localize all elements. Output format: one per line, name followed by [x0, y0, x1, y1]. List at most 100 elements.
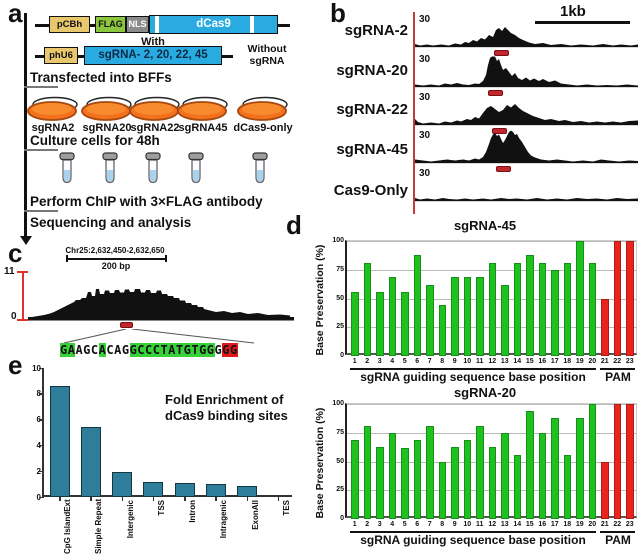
x-tick-mark	[277, 497, 280, 501]
y-tick-label: 0	[340, 515, 344, 522]
x-tick-label: 4	[390, 521, 395, 528]
y-tick-label: 2	[27, 467, 41, 476]
x-tick-label: 10	[463, 358, 472, 365]
x-tick-label: 18	[563, 358, 572, 365]
x-tick-label: 6	[415, 358, 420, 365]
bound-site-marker	[494, 50, 509, 56]
panel-c-label: c	[8, 238, 23, 268]
x-category-label: Intragenic	[219, 500, 229, 539]
track-row: 30	[415, 167, 638, 204]
dish-row: sgRNA2 sgRNA20 sgRNA22 sgRNA45 dCas9-only	[0, 96, 320, 134]
chart2-pam-label: PAM	[605, 533, 631, 547]
callout-lines-shape	[63, 328, 255, 344]
bar	[613, 241, 621, 356]
enrichment-annotation: Fold Enrichment of dCas9 binding sites	[165, 392, 305, 425]
x-tick-label: 12	[488, 358, 497, 365]
sample-tube-icon	[100, 152, 120, 186]
bar	[388, 432, 396, 519]
scale-bar	[535, 21, 630, 24]
bar	[588, 262, 596, 356]
bar	[626, 404, 634, 519]
x-category-label: TES	[281, 500, 291, 516]
x-category-label: Simple Repeat	[94, 498, 104, 554]
locus-label: Chr25:2,632,450-2,632,650	[65, 246, 165, 255]
petri-dish	[129, 96, 181, 124]
bar	[451, 276, 459, 356]
x-tick-label: 3	[377, 358, 382, 365]
bar	[205, 484, 226, 497]
x-tick-label: 2	[365, 521, 370, 528]
x-tick-label: 9	[452, 358, 457, 365]
x-category-label: ExonAll	[250, 500, 260, 530]
without-sgrna-label: Without sgRNA	[247, 43, 287, 67]
track-signal	[415, 27, 638, 48]
sequence-base-segment: GG	[222, 343, 238, 357]
workflow-arrow-line	[24, 13, 27, 237]
coverage-axis-cap	[17, 319, 28, 321]
bar	[513, 262, 521, 356]
x-tick-label: 7	[427, 521, 432, 528]
y-tick-label: 50	[336, 457, 344, 465]
bar	[476, 425, 484, 519]
y-tick-mark	[39, 444, 44, 447]
x-tick-label: 12	[488, 521, 497, 528]
track-signal	[415, 198, 638, 202]
locus-bracket-line	[66, 258, 166, 260]
x-tick-label: 19	[575, 358, 584, 365]
track-row: 30	[415, 53, 638, 90]
panel-a-label: a	[8, 0, 23, 28]
track-scale-label: 30	[419, 168, 431, 179]
x-tick-label: 13	[500, 521, 509, 528]
bar	[551, 269, 559, 356]
x-tick-label: 15	[525, 521, 534, 528]
y-tick-mark	[39, 419, 44, 421]
bar	[426, 284, 434, 356]
sample-tube-icon	[57, 152, 77, 186]
x-tick-mark	[59, 497, 61, 501]
track-label: sgRNA-45	[336, 141, 408, 158]
coverage-ymin-label: 0	[11, 311, 17, 322]
bar	[513, 454, 521, 519]
y-tick-label: 0	[27, 493, 41, 502]
bar	[363, 262, 371, 356]
x-tick-label: 22	[613, 358, 622, 365]
y-tick-label: 8	[27, 389, 41, 398]
bar	[563, 262, 571, 356]
dish-label: dCas9-only	[233, 122, 293, 134]
petri-dish-icon	[177, 96, 228, 121]
chart2-title: sgRNA-20	[453, 385, 517, 400]
y-tick-label: 25	[336, 486, 344, 494]
tube-row	[0, 152, 320, 188]
bar	[501, 432, 509, 519]
x-tick-label: 21	[600, 358, 609, 365]
x-category-label: Intergenic	[125, 500, 135, 539]
sample-tube-icon	[143, 152, 163, 186]
sample-tube-icon	[186, 152, 206, 186]
locus-scale-label: 200 bp	[101, 261, 131, 271]
peak-marker	[120, 322, 133, 328]
bar	[237, 486, 258, 497]
x-tick-label: 15	[525, 358, 534, 365]
y-tick-mark	[39, 470, 44, 473]
sequence-base-segment: AGC	[75, 343, 99, 357]
bar	[588, 404, 596, 519]
sequence-base-segment: GA	[60, 343, 76, 357]
bar	[551, 417, 559, 519]
petri-dish-icon	[27, 96, 78, 121]
dcas9-gene-box: dCas9	[149, 15, 278, 34]
x-tick-label: 9	[452, 521, 457, 528]
bar	[601, 461, 609, 519]
sequence-base-segment: CAG	[106, 343, 130, 357]
step-sequencing: Sequencing and analysis	[30, 215, 192, 230]
step-tick	[24, 149, 58, 151]
bar	[476, 276, 484, 356]
track-label: Cas9-Only	[333, 182, 408, 199]
x-tick-label: 22	[613, 521, 622, 528]
x-tick-label: 13	[500, 358, 509, 365]
track-scale-label: 30	[419, 130, 431, 141]
bar	[538, 262, 546, 356]
pam-positions-bracket	[600, 368, 635, 370]
y-tick-label: 75	[336, 428, 344, 436]
bar	[351, 439, 359, 519]
sequence-base-segment: GCCCTATGTGG	[129, 343, 215, 357]
